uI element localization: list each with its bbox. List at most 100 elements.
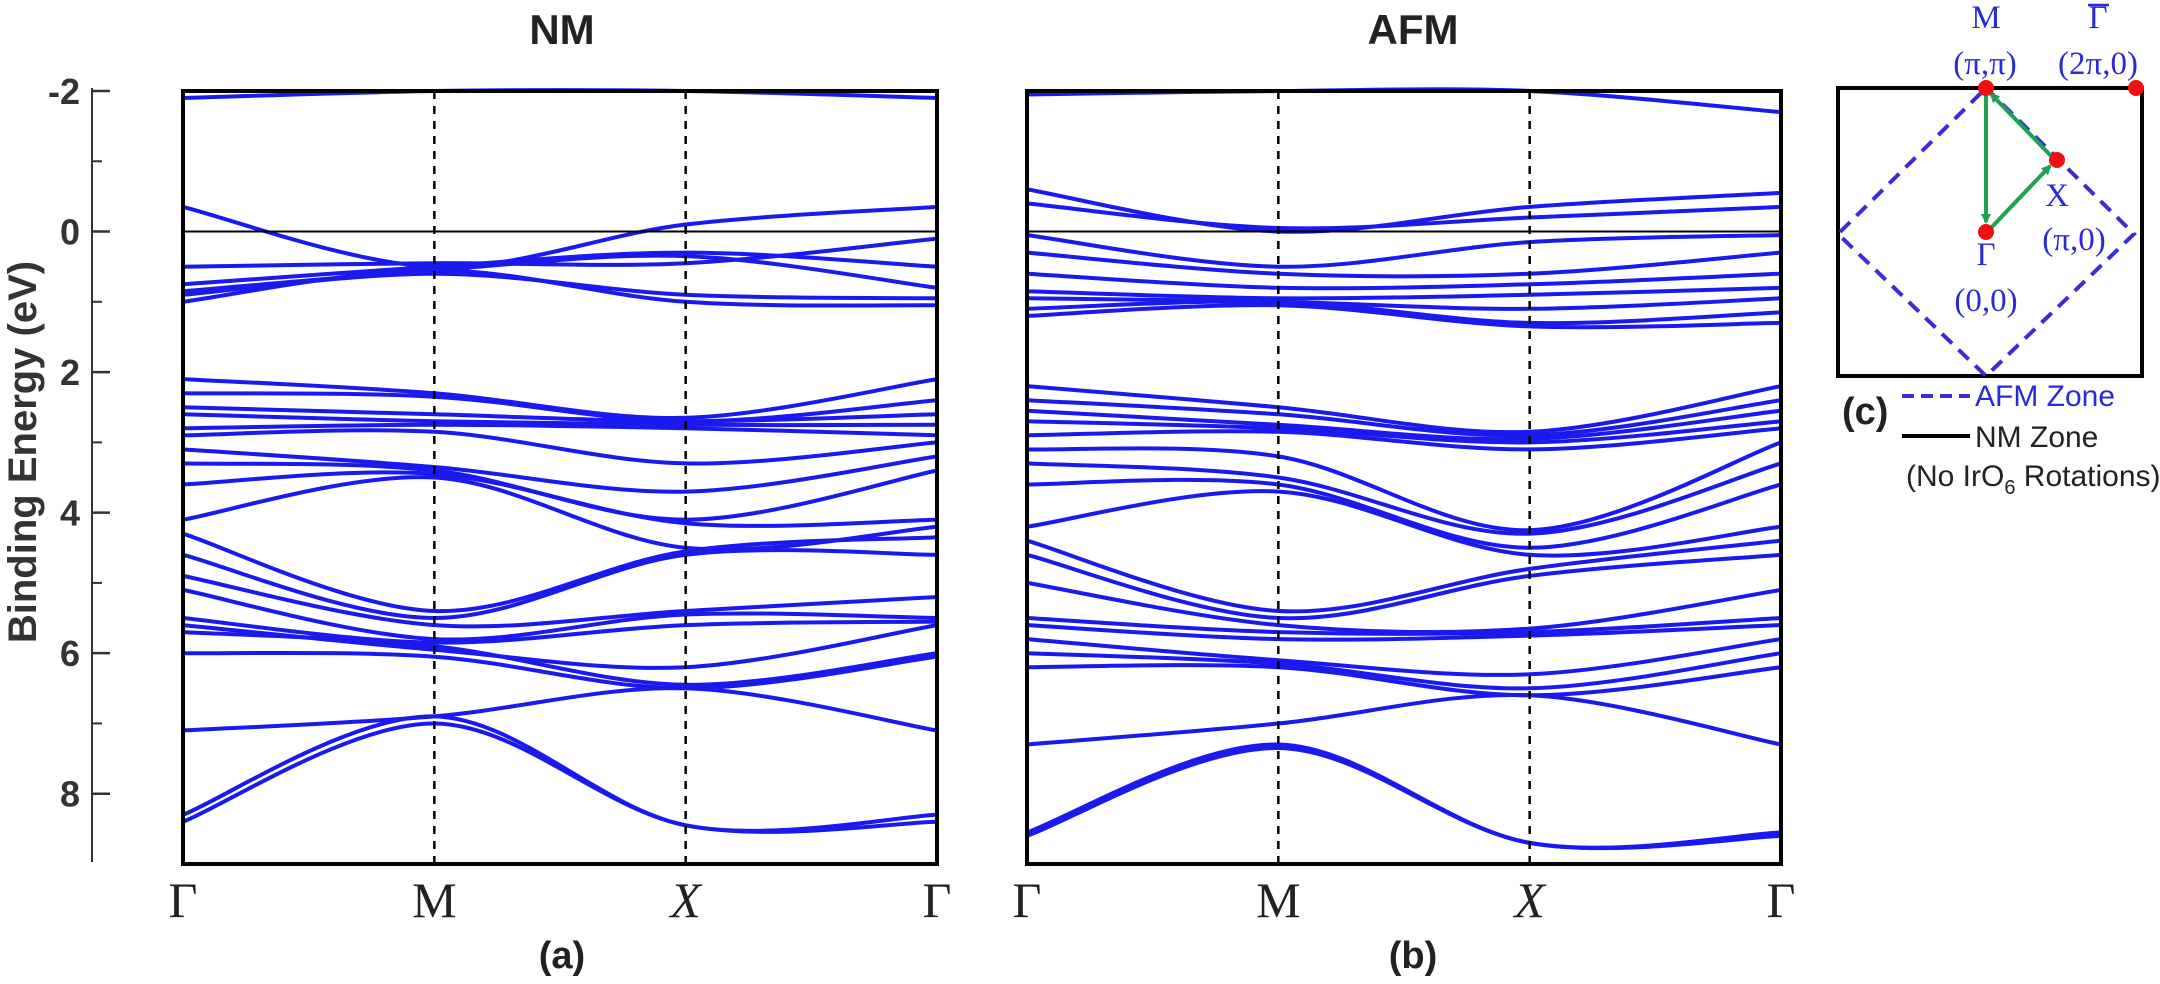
- band-a-4: [181, 253, 939, 294]
- band-a-25: [181, 686, 939, 733]
- point-gamma-marker: [1978, 224, 1994, 240]
- brillouin-zone-panel: M (π,π) Γ (2π,0) X (π,0) Γ (0,0) (c) AFM…: [1835, 0, 2160, 499]
- band-a-16: [181, 475, 939, 552]
- band-b-26: [1025, 663, 1783, 698]
- k-label-b-0: Γ: [1013, 872, 1042, 928]
- band-b-16: [1025, 461, 1783, 536]
- band-a-10: [181, 412, 939, 428]
- band-b-18: [1025, 489, 1783, 558]
- k-label-a-0: Γ: [169, 872, 198, 928]
- point-m-marker: [1978, 80, 1994, 96]
- guides-a: [183, 91, 937, 864]
- k-label-a-3: Γ: [923, 872, 952, 928]
- nm-legend-label: NM Zone: [1975, 421, 2098, 454]
- band-a-27: [181, 721, 939, 834]
- band-a-12: [181, 428, 939, 466]
- point-x-label: X: [2045, 178, 2069, 214]
- guides-b: [1027, 91, 1781, 864]
- band-b-6: [1025, 285, 1783, 301]
- band-a-9: [181, 405, 939, 424]
- point-gammabar-marker: [2128, 80, 2144, 96]
- y-tick-label-5: 8: [60, 774, 80, 815]
- point-gammabar-coord: (2π,0): [2058, 46, 2138, 82]
- y-tick-label-2: 2: [60, 352, 80, 393]
- point-gamma-coord: (0,0): [1954, 283, 2017, 319]
- afm-legend-label: AFM Zone: [1975, 380, 2115, 413]
- point-gammabar-label: Γ: [2088, 0, 2107, 36]
- band-a-18: [181, 548, 939, 621]
- panel-c-label: (c): [1842, 391, 1888, 433]
- band-a-17: [181, 531, 939, 614]
- band-b-20: [1025, 552, 1783, 621]
- panel-b-frame: [1025, 89, 1783, 866]
- band-a-13: [181, 447, 939, 494]
- band-b-23: [1025, 623, 1783, 642]
- band-b-7: [1025, 296, 1783, 311]
- band-b-24: [1025, 637, 1783, 677]
- band-a-8: [181, 391, 939, 424]
- panel-a-frame: [181, 89, 939, 866]
- point-x-coord: (π,0): [2042, 222, 2105, 258]
- band-a-1: [181, 204, 939, 269]
- band-a-20: [181, 587, 939, 642]
- band-b-9: [1025, 303, 1783, 330]
- panel-b-label: (b): [1389, 935, 1438, 977]
- bands-a: [181, 88, 939, 834]
- y-tick-label-0: -2: [48, 71, 80, 112]
- bands-b: [1025, 87, 1783, 851]
- k-label-b-3: Γ: [1767, 872, 1796, 928]
- band-b-2: [1025, 201, 1783, 231]
- band-b-15: [1025, 440, 1783, 533]
- band-b-12: [1025, 408, 1783, 442]
- band-b-10: [1025, 384, 1783, 435]
- band-b-27: [1025, 692, 1783, 747]
- y-tick-label-4: 6: [60, 633, 80, 674]
- panel-a-title: NM: [529, 6, 594, 53]
- k-label-a-1: M: [412, 872, 456, 928]
- band-a-15: [181, 470, 939, 528]
- band-b-4: [1025, 250, 1783, 279]
- y-tick-label-3: 4: [60, 493, 80, 534]
- k-label-a-2: X: [668, 872, 703, 928]
- band-a-6: [181, 268, 939, 308]
- path-x-to-m: [1989, 92, 2057, 162]
- panel-a-label: (a): [539, 935, 585, 977]
- band-a-2: [181, 236, 939, 269]
- nm-legend-note-prefix: (No IrO: [1906, 460, 2004, 493]
- nm-legend-note-suffix: Rotations): [2015, 460, 2160, 493]
- y-ticks: -2 0 2 4 6 8: [48, 71, 110, 815]
- panel-b-title: AFM: [1368, 6, 1459, 53]
- band-b-8: [1025, 299, 1783, 326]
- band-b-13: [1025, 419, 1783, 445]
- afm-zone-diamond: [1835, 85, 2137, 379]
- band-a-23: [181, 630, 939, 687]
- band-a-3: [181, 250, 939, 287]
- band-a-11: [181, 422, 939, 438]
- y-tick-label-1: 0: [60, 212, 80, 253]
- point-x-marker: [2049, 152, 2065, 168]
- band-b-19: [1025, 538, 1783, 614]
- point-gamma-label: Γ: [1976, 237, 1995, 273]
- band-b-11: [1025, 398, 1783, 438]
- band-b-17: [1025, 477, 1783, 550]
- band-b-29: [1025, 745, 1783, 851]
- band-a-26: [181, 714, 939, 833]
- band-b-25: [1025, 651, 1783, 691]
- nm-legend-note-sub: 6: [2004, 477, 2015, 499]
- band-b-22: [1025, 616, 1783, 636]
- path-gamma-to-x: [1986, 164, 2052, 233]
- k-label-b-1: M: [1256, 872, 1300, 928]
- band-a-19: [181, 573, 939, 629]
- k-label-b-2: X: [1512, 872, 1547, 928]
- point-m-coord: (π,π): [1953, 46, 2017, 82]
- band-a-21: [181, 616, 939, 645]
- band-b-5: [1025, 271, 1783, 291]
- band-a-24: [181, 650, 939, 691]
- band-b-3: [1025, 233, 1783, 269]
- nm-legend-note: (No IrO6 Rotations): [1906, 460, 2160, 499]
